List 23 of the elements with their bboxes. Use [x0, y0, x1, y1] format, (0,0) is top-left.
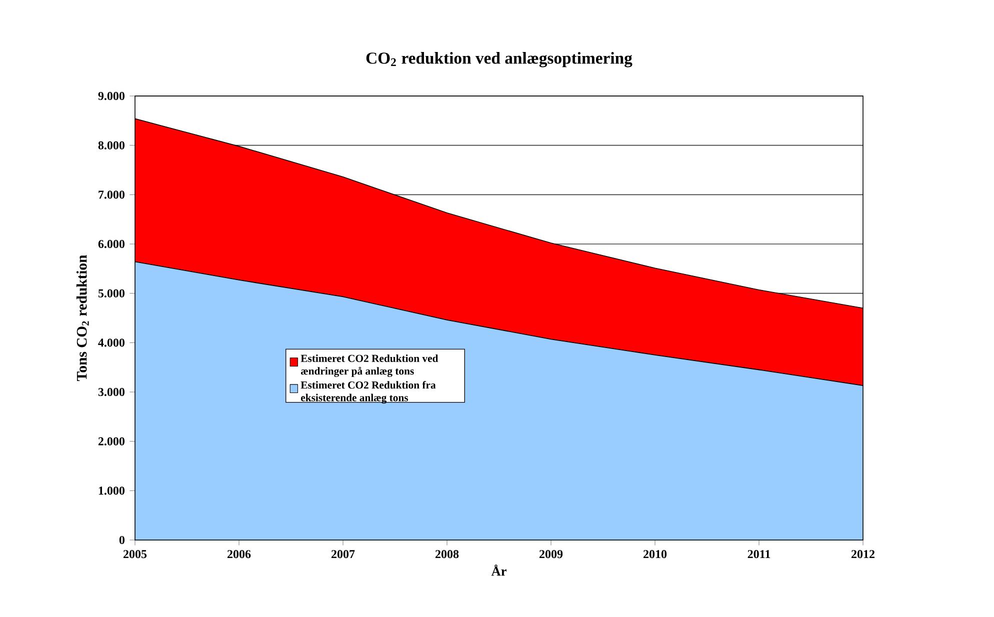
- x-tick-label: 2011: [748, 550, 770, 558]
- y-tick-label: 3.000: [98, 388, 124, 396]
- x-tick-label: 2005: [124, 550, 147, 558]
- x-tick-label: 2006: [228, 550, 251, 558]
- x-tick-label: 2012: [852, 550, 874, 558]
- y-tick-label: 2.000: [98, 437, 124, 446]
- y-tick-label: 9.000: [98, 92, 124, 100]
- legend-label: Estimeret CO2 Reduktion fra eksisterende anlæg tons: [300, 381, 436, 404]
- y-tick-label: 4.000: [98, 338, 124, 347]
- x-tick-label: 2009: [540, 550, 563, 558]
- chart-title: CO$_{2}$ reduktion ved anlægsoptimering: [366, 52, 632, 68]
- y-tick-label: 0: [119, 536, 124, 544]
- y-tick-label: 1.000: [98, 486, 124, 495]
- y-tick-label: 6.000: [98, 240, 124, 248]
- y-tick-label: 7.000: [98, 190, 124, 199]
- x-tick-label: 2007: [332, 550, 355, 558]
- x-tick-label: 2010: [644, 550, 667, 558]
- x-axis-title: År: [491, 564, 506, 576]
- legend-label: Estimeret CO2 Reduktion ved ændringer på anlæg tons: [300, 354, 438, 377]
- y-axis-title: Tons CO$_{2}$ reduktion: [76, 255, 89, 381]
- y-tick-label: 8.000: [98, 141, 124, 150]
- x-tick-label: 2008: [436, 550, 459, 558]
- y-tick-label: 5.000: [98, 289, 124, 298]
